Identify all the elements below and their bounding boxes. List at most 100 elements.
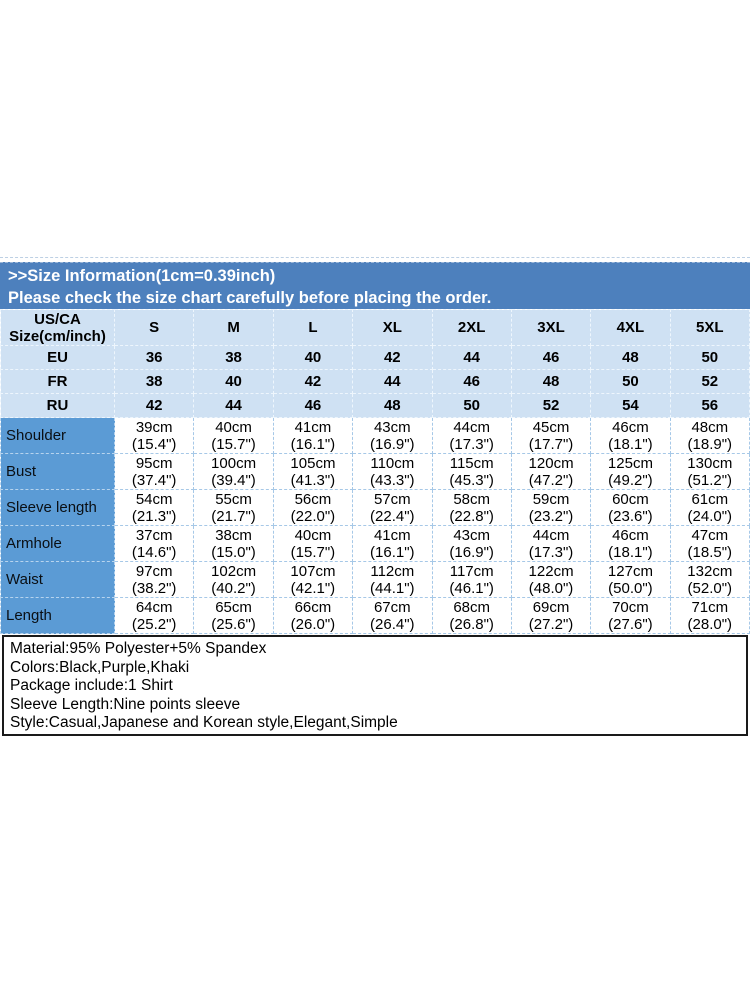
measurement-value-cm: 46cm bbox=[612, 526, 649, 544]
measurement-value-inch: (23.2") bbox=[528, 507, 574, 525]
measurement-cell: 46cm (18.1") bbox=[590, 525, 671, 562]
measurement-value-inch: (42.1") bbox=[290, 579, 336, 597]
measurement-value-inch: (25.6") bbox=[211, 615, 256, 633]
detail-sleeve-length: Sleeve Length:Nine points sleeve bbox=[10, 695, 241, 713]
measurement-value-inch: (26.4") bbox=[370, 615, 415, 633]
measurement-value-inch: (27.2") bbox=[528, 615, 574, 633]
measurement-value-cm: 40cm bbox=[215, 418, 252, 436]
region-cell: 44 bbox=[431, 345, 512, 370]
measurement-cell: 61cm (24.0") bbox=[669, 489, 750, 526]
measurement-value-inch: (37.4") bbox=[131, 471, 177, 489]
measurement-cell: 43cm (16.9") bbox=[352, 417, 433, 454]
measurement-cell: 67cm (26.4") bbox=[352, 597, 433, 634]
measurement-value-inch: (39.4") bbox=[211, 471, 256, 489]
measurement-value-cm: 44cm bbox=[453, 418, 491, 436]
measurement-value-inch: (41.3") bbox=[290, 471, 336, 489]
size-column-header: M bbox=[193, 309, 274, 346]
measurement-value-cm: 56cm bbox=[294, 490, 332, 508]
measurement-value-inch: (21.3") bbox=[131, 507, 177, 525]
measurement-value-inch: (18.9") bbox=[687, 435, 733, 453]
region-cell: 46 bbox=[272, 393, 354, 418]
measurement-value-cm: 102cm bbox=[211, 562, 257, 580]
measurement-value-cm: 132cm bbox=[687, 562, 733, 580]
region-cell: 48 bbox=[352, 393, 433, 418]
measurement-cell: 40cm (15.7") bbox=[193, 417, 274, 454]
measurement-row: Length 64cm (25.2") 65cm (25.6") 66cm (26.0") 6… bbox=[0, 597, 750, 634]
size-table-head: US/CA Size(cm/inch) S M L XL 2XL 3XL 4XL 5XL bbox=[0, 309, 750, 346]
measurement-cell: 115cm (45.3") bbox=[431, 453, 512, 490]
measurement-cell: 43cm (16.9") bbox=[431, 525, 512, 562]
measurement-value-inch: (50.0") bbox=[608, 579, 653, 597]
measurement-value-inch: (38.2") bbox=[131, 579, 177, 597]
measurement-cell: 37cm (14.6") bbox=[113, 525, 195, 562]
measurement-value-inch: (46.1") bbox=[449, 579, 494, 597]
measurement-cell: 65cm (25.6") bbox=[193, 597, 274, 634]
measurement-value-cm: 130cm bbox=[687, 454, 733, 472]
measurement-value-cm: 95cm bbox=[135, 454, 173, 472]
measurement-value-inch: (22.8") bbox=[449, 507, 494, 525]
measurement-cell: 38cm (15.0") bbox=[193, 525, 274, 562]
measurement-cell: 56cm (22.0") bbox=[272, 489, 354, 526]
measurement-value-inch: (27.6") bbox=[608, 615, 653, 633]
measurement-cell: 69cm (27.2") bbox=[510, 597, 592, 634]
measurement-value-inch: (15.7") bbox=[211, 435, 256, 453]
measurement-value-inch: (17.3") bbox=[449, 435, 494, 453]
measurement-cell: 55cm (21.7") bbox=[193, 489, 274, 526]
measurement-cell: 130cm (51.2") bbox=[669, 453, 750, 490]
measurement-value-cm: 69cm bbox=[532, 598, 570, 616]
measurement-value-inch: (15.7") bbox=[290, 543, 336, 561]
measurement-cell: 40cm (15.7") bbox=[272, 525, 354, 562]
measurement-value-inch: (45.3") bbox=[449, 471, 494, 489]
size-column-header: 2XL bbox=[431, 309, 512, 346]
region-cell: 42 bbox=[272, 369, 354, 394]
measurement-value-inch: (51.2") bbox=[687, 471, 733, 489]
measurement-value-inch: (15.0") bbox=[211, 543, 256, 561]
measurement-cell: 41cm (16.1") bbox=[272, 417, 354, 454]
measurement-value-inch: (43.3") bbox=[370, 471, 415, 489]
measurement-value-cm: 37cm bbox=[135, 526, 173, 544]
measurement-value-inch: (49.2") bbox=[608, 471, 653, 489]
measurement-row-label: Sleeve length bbox=[0, 489, 115, 526]
size-table: US/CA Size(cm/inch) S M L XL 2XL 3XL 4XL 5XL EU 36… bbox=[0, 309, 750, 634]
region-cell: 48 bbox=[590, 345, 671, 370]
measurement-cell: 97cm (38.2") bbox=[113, 561, 195, 598]
measurement-cell: 64cm (25.2") bbox=[113, 597, 195, 634]
measurement-value-inch: (16.1") bbox=[290, 435, 336, 453]
measurement-value-cm: 41cm bbox=[294, 418, 332, 436]
measurement-cell: 100cm (39.4") bbox=[193, 453, 274, 490]
measurement-value-inch: (18.5") bbox=[687, 543, 733, 561]
region-cell: 52 bbox=[510, 393, 592, 418]
measurement-cell: 112cm (44.1") bbox=[352, 561, 433, 598]
measurement-value-cm: 43cm bbox=[453, 526, 491, 544]
measurement-cell: 45cm (17.7") bbox=[510, 417, 592, 454]
detail-style: Style:Casual,Japanese and Korean style,E… bbox=[10, 714, 398, 732]
region-cell: 42 bbox=[113, 393, 195, 418]
measurement-cell: 125cm (49.2") bbox=[590, 453, 671, 490]
measurement-value-inch: (16.9") bbox=[370, 435, 415, 453]
product-details-box: Material:95% Polyester+5% Spandex Colors… bbox=[2, 635, 748, 736]
measurement-value-cm: 48cm bbox=[691, 418, 729, 436]
measurement-value-inch: (40.2") bbox=[211, 579, 256, 597]
measurement-value-cm: 107cm bbox=[290, 562, 336, 580]
measurement-value-inch: (22.0") bbox=[290, 507, 336, 525]
size-column-header: 4XL bbox=[590, 309, 671, 346]
size-column-header: S bbox=[113, 309, 195, 346]
measurement-value-cm: 70cm bbox=[612, 598, 649, 616]
region-cell: 50 bbox=[431, 393, 512, 418]
measurement-cell: 60cm (23.6") bbox=[590, 489, 671, 526]
measurement-value-cm: 125cm bbox=[607, 454, 653, 472]
detail-material: Material:95% Polyester+5% Spandex bbox=[10, 640, 267, 657]
measurement-value-cm: 68cm bbox=[453, 598, 491, 616]
region-cell: 46 bbox=[431, 369, 512, 394]
measurement-value-inch: (15.4") bbox=[131, 435, 177, 453]
corner-header-line1: US/CA bbox=[34, 310, 81, 328]
measurement-value-cm: 64cm bbox=[135, 598, 173, 616]
region-cell: 48 bbox=[510, 369, 592, 394]
measurement-cell: 44cm (17.3") bbox=[510, 525, 592, 562]
region-row: RU 42 44 46 48 50 52 54 56 bbox=[0, 393, 750, 418]
corner-header-cell: US/CA Size(cm/inch) bbox=[0, 309, 115, 346]
region-row-label: FR bbox=[0, 369, 115, 394]
measurement-value-inch: (26.0") bbox=[290, 615, 336, 633]
banner-subtitle: Please check the size chart carefully be… bbox=[8, 289, 492, 307]
measurement-cell: 58cm (22.8") bbox=[431, 489, 512, 526]
